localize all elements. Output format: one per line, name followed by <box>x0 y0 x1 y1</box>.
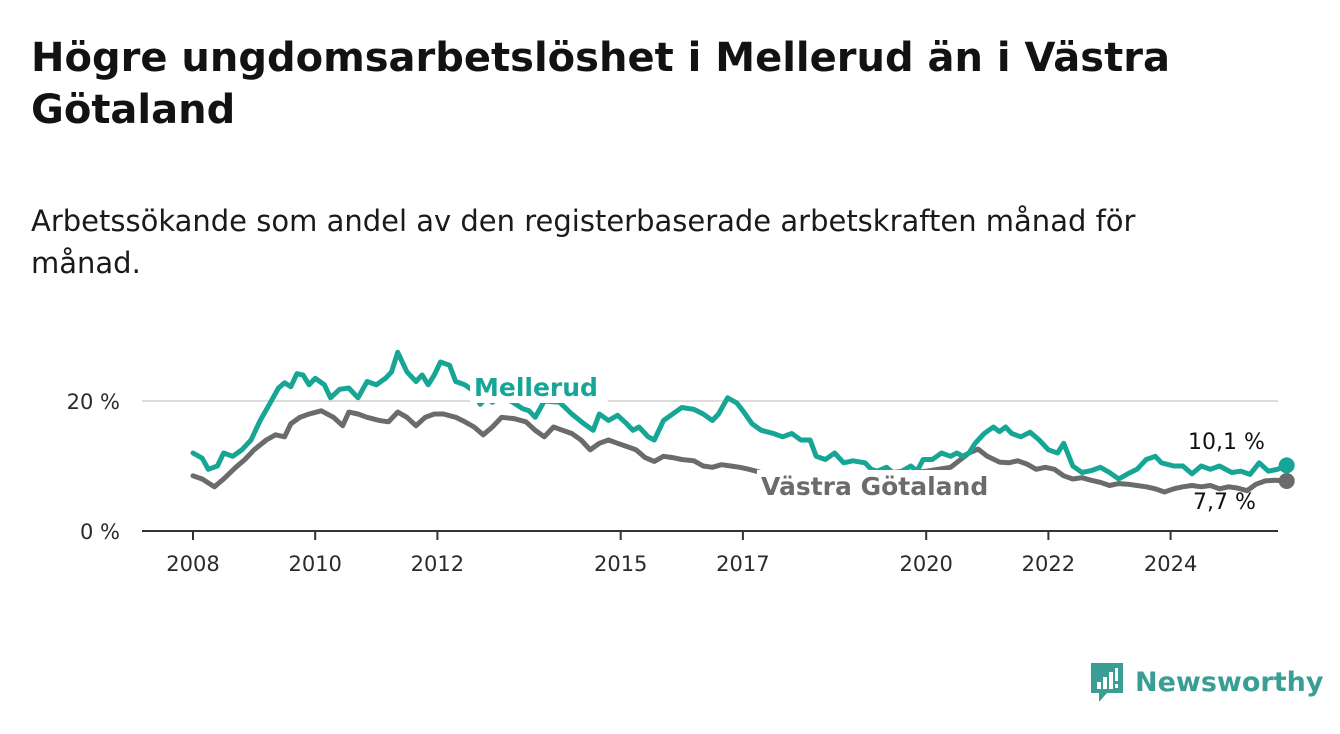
x-tick-label: 2008 <box>166 552 219 576</box>
newsworthy-logo-icon <box>1091 663 1123 702</box>
x-tick-label: 2012 <box>411 552 464 576</box>
series-line-mellerud <box>190 349 1290 482</box>
x-tick-label: 2024 <box>1144 552 1197 576</box>
x-tick-label: 2010 <box>288 552 341 576</box>
x-axis: 2008 2010 2012 2015 2017 2020 2022 2024 <box>142 530 1278 576</box>
series-label-vastra-gotaland: Västra Götaland <box>761 472 988 501</box>
end-point-vastra-gotaland <box>1278 472 1295 489</box>
line-chart: 2008 2010 2012 2015 2017 2020 2022 2024 0 % 20 %… <box>67 349 1295 576</box>
series-line-vastra-gotaland <box>190 408 1290 495</box>
newsworthy-logo-text: Newsworthy <box>1135 666 1324 698</box>
series-lines <box>190 349 1295 503</box>
label-halo <box>757 470 1001 503</box>
newsworthy-logo: Newsworthy <box>1089 660 1323 704</box>
y-tick-label: 0 % <box>80 520 120 544</box>
y-axis-labels: 0 % 20 % <box>67 390 120 544</box>
end-value-label-vastra-gotaland: 7,7 % <box>1193 490 1256 515</box>
x-tick-label: 2020 <box>899 552 952 576</box>
series-labels: Mellerud Västra Götaland 10,1 % 7,7 % <box>474 373 1265 515</box>
end-point-mellerud <box>1278 457 1295 474</box>
end-value-label-mellerud: 10,1 % <box>1188 430 1265 455</box>
y-tick-label: 20 % <box>67 390 120 414</box>
x-tick-label: 2015 <box>594 552 647 576</box>
label-halo <box>470 371 608 403</box>
series-label-mellerud: Mellerud <box>474 373 598 402</box>
x-tick-label: 2022 <box>1022 552 1075 576</box>
chart-subtitle: Arbetssökande som andel av den registerb… <box>31 204 1136 280</box>
x-tick-label: 2017 <box>716 552 769 576</box>
chart-title: Högre ungdomsarbetslöshet i Mellerud än … <box>31 35 1170 133</box>
